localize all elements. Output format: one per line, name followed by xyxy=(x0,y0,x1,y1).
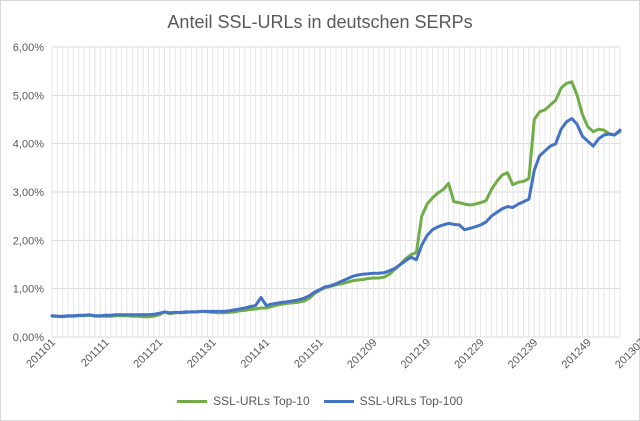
x-tick-label: 201239 xyxy=(506,337,540,371)
y-tick-label: 1,00% xyxy=(13,284,44,296)
chart-title: Anteil SSL-URLs in deutschen SERPs xyxy=(167,12,473,32)
x-tick-label: 201249 xyxy=(560,337,594,371)
y-tick-label: 6,00% xyxy=(13,42,44,54)
x-tick-label: 201307 xyxy=(613,337,640,371)
legend-swatch-top100 xyxy=(323,399,354,403)
x-axis-ticks: 201101 201111 201121 201131 201141 201151 2012… xyxy=(24,337,640,371)
legend-label-top100: SSL-URLs Top-100 xyxy=(359,394,463,408)
x-tick-label: 201151 xyxy=(292,337,326,371)
legend-label-top10: SSL-URLs Top-10 xyxy=(213,394,310,408)
y-axis-ticks: 0,00% 1,00% 2,00% 3,00% 4,00% 5,00% 6,00% xyxy=(13,42,44,344)
x-tick-label: 201121 xyxy=(131,337,165,371)
series-line-top100 xyxy=(50,117,622,318)
legend-swatch-top10 xyxy=(177,399,208,403)
grid-lines xyxy=(51,46,621,338)
x-tick-label: 201229 xyxy=(452,337,486,371)
series-lines xyxy=(50,80,622,319)
x-tick-label: 201209 xyxy=(345,337,379,371)
y-tick-label: 4,00% xyxy=(13,139,44,151)
y-tick-label: 3,00% xyxy=(13,187,44,199)
legend-item-top100: SSL-URLs Top-100 xyxy=(323,394,463,408)
x-tick-label: 201111 xyxy=(79,337,112,370)
legend: SSL-URLs Top-10 SSL-URLs Top-100 xyxy=(0,391,640,411)
y-tick-label: 2,00% xyxy=(13,235,44,247)
legend-item-top10: SSL-URLs Top-10 xyxy=(177,394,310,408)
x-tick-label: 201131 xyxy=(185,337,219,371)
x-tick-label: 201141 xyxy=(239,337,273,371)
y-tick-label: 5,00% xyxy=(13,90,44,102)
y-tick-label: 0,00% xyxy=(13,332,44,344)
x-tick-label: 201219 xyxy=(399,337,433,371)
